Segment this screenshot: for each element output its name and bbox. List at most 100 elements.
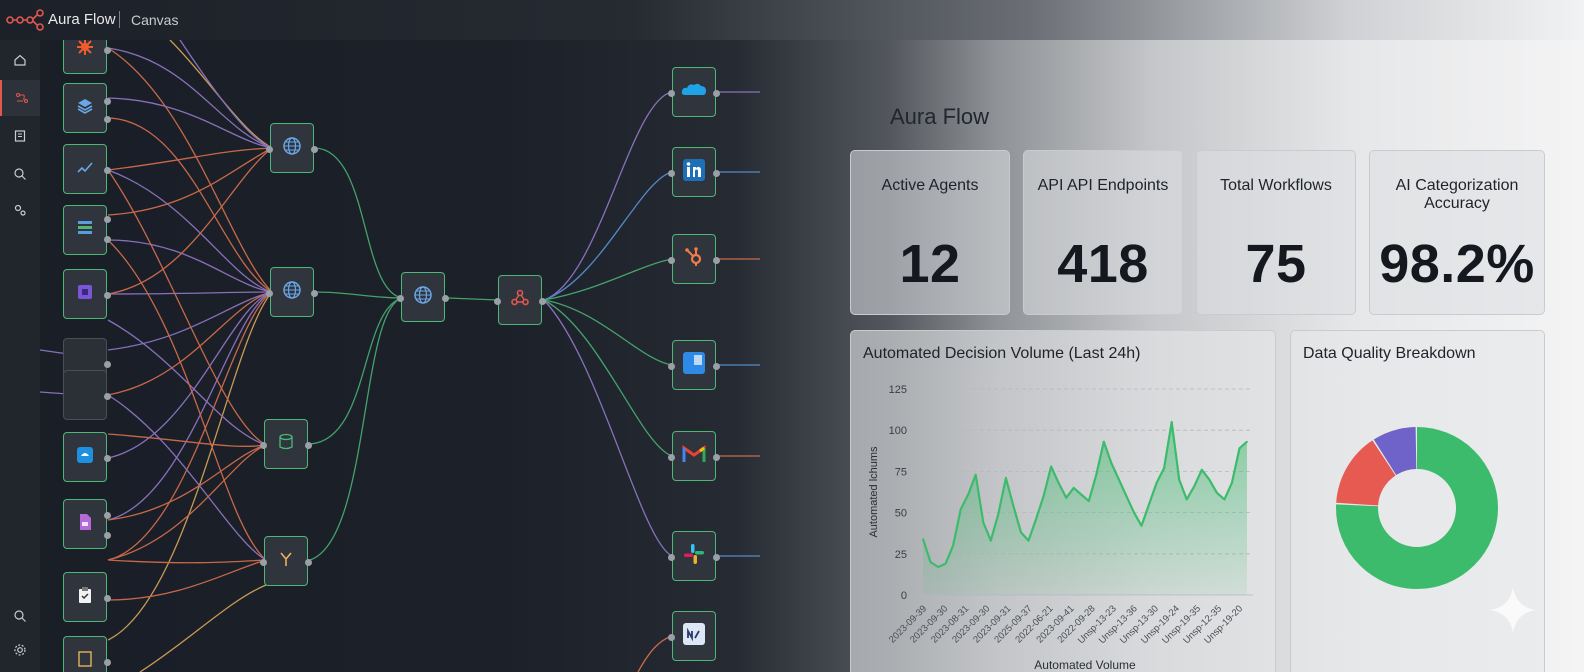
- data-point: [1223, 498, 1226, 501]
- data-point: [1200, 468, 1203, 471]
- data-point: [974, 473, 977, 476]
- node-stack[interactable]: [63, 83, 111, 133]
- sidebar-item-integrations[interactable]: [0, 192, 40, 228]
- node-make[interactable]: [668, 611, 716, 661]
- top-bar: Aura Flow Canvas: [0, 0, 1584, 40]
- node-trello[interactable]: [668, 340, 720, 390]
- dashboard-title: Aura Flow: [890, 104, 990, 129]
- data-point: [982, 521, 985, 524]
- form-icon: [76, 283, 94, 306]
- workflow-icon: [16, 93, 28, 103]
- aura-flow-logo-icon: [6, 9, 44, 36]
- data-point: [1155, 482, 1158, 484]
- data-point: [1118, 478, 1120, 481]
- data-point: [1020, 531, 1022, 534]
- data-point: [1170, 421, 1173, 423]
- data-point: [1005, 477, 1007, 479]
- stat-value: 12: [899, 234, 961, 294]
- data-point: [1110, 462, 1113, 464]
- data-point: [937, 566, 939, 568]
- data-point: [1057, 482, 1060, 484]
- node-form[interactable]: [63, 269, 111, 319]
- data-point: [1035, 518, 1037, 520]
- node-empty-2[interactable]: [63, 370, 111, 420]
- slack-icon: [683, 543, 705, 570]
- node-webhook[interactable]: [494, 275, 546, 325]
- node-cloud[interactable]: [63, 432, 111, 482]
- sidebar-bottom-settings[interactable]: [0, 632, 40, 668]
- hubspot-icon: [683, 246, 705, 273]
- gear-icon: [14, 644, 26, 656]
- layers-icon: [76, 97, 94, 120]
- decision-volume-chart: 02550751001252023-09-392023-09-302023-08…: [868, 384, 1253, 672]
- globe-icon: [413, 285, 433, 310]
- stat-card-ai-accuracy: AI Categorization Accuracy 98.2%: [1369, 150, 1545, 315]
- node-http-request-3[interactable]: [397, 272, 449, 322]
- connection-lines: [40, 40, 760, 672]
- decision-volume-panel: Automated Decision Volume (Last 24h) 0 25…: [850, 330, 1276, 672]
- data-point: [1193, 485, 1196, 488]
- globe-icon: [282, 136, 302, 161]
- sidebar-item-workflows[interactable]: [0, 80, 42, 116]
- node-http-request-1[interactable]: [266, 123, 318, 173]
- data-point: [1238, 447, 1241, 450]
- node-http-request-2[interactable]: [266, 267, 318, 317]
- gmail-icon: [682, 444, 706, 468]
- data-point: [1140, 524, 1143, 527]
- y-axis-label: Automated lchums: [868, 446, 880, 538]
- data-point: [929, 561, 932, 563]
- data-point: [1095, 473, 1098, 476]
- node-trend[interactable]: [63, 144, 111, 194]
- line-chart-title: Automated Decision Volume (Last 24h): [863, 345, 1141, 362]
- y-tick-label: 125: [889, 384, 907, 396]
- sidebar: [0, 40, 42, 672]
- y-tick-label: 0: [901, 590, 907, 602]
- data-quality-donut: [1336, 427, 1498, 589]
- settings-cog-icon: [14, 204, 26, 216]
- node-merge[interactable]: [260, 536, 312, 586]
- search-icon: [14, 610, 26, 622]
- workflow-canvas[interactable]: Aura Flow Active Agents 12 API API Endpo…: [40, 40, 1584, 672]
- y-tick-label: 100: [889, 425, 907, 437]
- sidebar-item-documents[interactable]: [0, 118, 40, 154]
- document-app-icon: [76, 513, 94, 536]
- stat-card-total-workflows: Total Workflows 75: [1196, 150, 1356, 315]
- breadcrumb-canvas[interactable]: Canvas: [131, 12, 179, 28]
- stat-label: Total Workflows: [1220, 177, 1332, 194]
- stat-value: 98.2%: [1379, 234, 1535, 294]
- x-axis-label: Automated Volume: [1034, 658, 1136, 672]
- data-point: [1125, 495, 1128, 497]
- node-zapier[interactable]: [63, 40, 111, 74]
- donut-chart-title: Data Quality Breakdown: [1303, 345, 1476, 362]
- node-list[interactable]: [63, 205, 111, 255]
- node-database[interactable]: [260, 419, 312, 469]
- node-bottom[interactable]: [63, 636, 111, 672]
- data-point: [1231, 482, 1233, 484]
- data-point: [1216, 492, 1218, 494]
- stat-label: Active Agents: [881, 177, 979, 194]
- data-point: [1042, 495, 1045, 497]
- search-icon: [14, 168, 26, 180]
- data-point: [1133, 511, 1135, 514]
- node-slack[interactable]: [668, 531, 720, 581]
- y-tick-label: 50: [895, 508, 907, 520]
- stat-label: AI Categorization Accuracy: [1395, 177, 1519, 212]
- node-doc[interactable]: [63, 499, 111, 549]
- webhook-icon: [510, 288, 530, 313]
- y-tick-label: 75: [895, 466, 907, 478]
- sidebar-bottom-search[interactable]: [0, 598, 40, 634]
- node-linkedin[interactable]: [668, 147, 720, 197]
- sidebar-item-home[interactable]: [0, 42, 40, 78]
- node-clipboard[interactable]: [63, 572, 111, 622]
- data-quality-panel: Data Quality Breakdown: [1290, 330, 1545, 672]
- stat-label: API API Endpoints: [1037, 177, 1169, 194]
- merge-icon: [277, 550, 295, 573]
- node-salesforce[interactable]: [668, 67, 720, 117]
- database-icon: [277, 433, 295, 456]
- node-gmail[interactable]: [668, 431, 720, 481]
- node-hubspot[interactable]: [668, 234, 720, 284]
- area-fill: [923, 422, 1247, 595]
- data-point: [990, 539, 992, 542]
- data-point: [1072, 487, 1075, 489]
- sidebar-item-search[interactable]: [0, 156, 40, 192]
